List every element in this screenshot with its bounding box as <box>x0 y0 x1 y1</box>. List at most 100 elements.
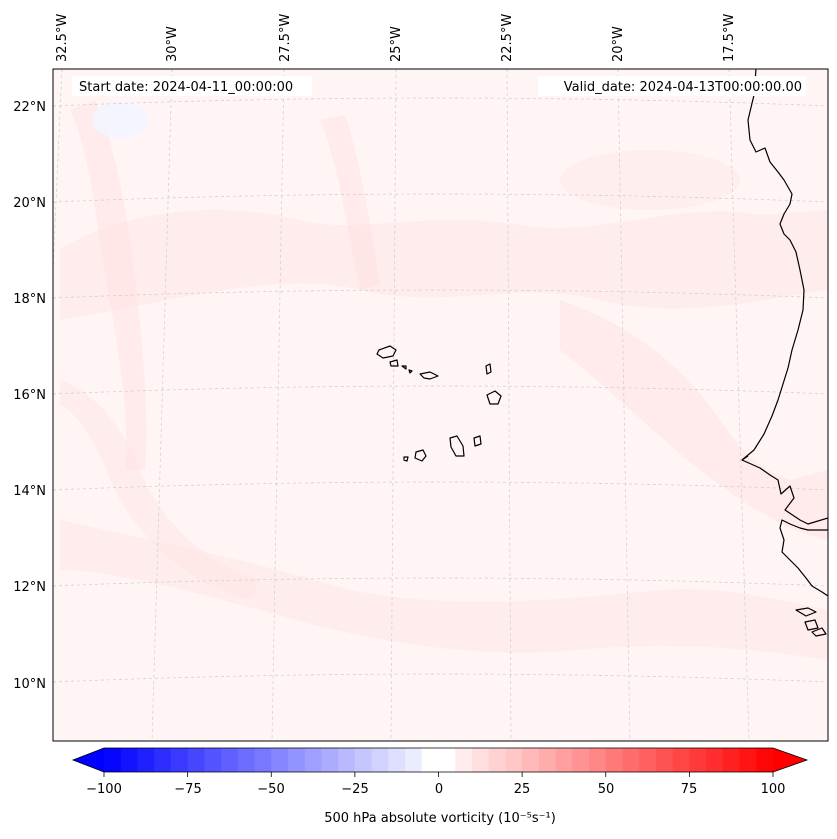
cape-verde-sao-nicolau <box>419 371 439 380</box>
cape-verde-sao-vicente <box>389 359 399 367</box>
lon-label-22-5w: 22.5°W <box>500 14 515 62</box>
colorbar-segment-19 <box>421 748 439 772</box>
cape-verde-santo-antao <box>376 345 397 359</box>
colorbar-segment-22 <box>471 748 490 772</box>
start-date-label: Start date: 2024-04-11_00:00:00 <box>79 80 293 95</box>
colorbar-segments <box>104 748 774 772</box>
tick-label-neg75: −75 <box>174 782 201 797</box>
lon-label-32-5w: 32.5°W <box>55 14 70 62</box>
gridline-lat-10n <box>53 673 828 683</box>
colorbar-segment-29 <box>589 748 607 772</box>
map-panel[interactable]: Start date: 2024-04-11_00:00:00 Valid_da… <box>32 68 829 742</box>
vorticity-band-east <box>560 300 828 540</box>
tick-label-50: 50 <box>598 782 615 797</box>
colorbar-segment-11 <box>287 748 306 772</box>
gridline-lon-20w <box>617 69 631 741</box>
colorbar-segment-6 <box>204 748 222 772</box>
lat-label-18n: 18°N <box>13 292 46 307</box>
colorbar-segment-5 <box>187 748 205 772</box>
colorbar-segment-30 <box>605 748 623 772</box>
gridline-lat-18n <box>53 289 828 299</box>
gridline-lon-17-5w <box>728 69 750 741</box>
colorbar-segment-39 <box>756 748 774 772</box>
bijagos-islands <box>795 607 827 637</box>
longitude-labels: 32.5°W 30°W 27.5°W 25°W 22.5°W 20°W 17.5… <box>55 14 737 62</box>
colorbar-segment-21 <box>455 748 473 772</box>
gridline-lon-27-5w <box>271 69 285 741</box>
colorbar-segment-15 <box>354 748 373 772</box>
cape-verde-santiago <box>449 435 465 457</box>
tick-label-neg25: −25 <box>341 782 368 797</box>
vorticity-band-north <box>60 210 828 320</box>
colorbar-segment-37 <box>722 748 741 772</box>
cape-verde-fogo <box>414 449 427 462</box>
colorbar-extend-max <box>773 748 807 772</box>
cape-verde-sal <box>485 363 492 375</box>
lat-label-22n: 22°N <box>13 100 46 115</box>
colorbar-segment-9 <box>254 748 272 772</box>
tick-label-neg50: −50 <box>257 782 284 797</box>
colorbar-title: 500 hPa absolute vorticity (10⁻⁵s⁻¹) <box>324 811 556 826</box>
colorbar-segment-14 <box>338 748 356 772</box>
gridline-lat-20n <box>53 193 828 203</box>
tick-label-25: 25 <box>514 782 531 797</box>
lat-label-10n: 10°N <box>13 677 46 692</box>
cape-verde-maio <box>473 435 482 447</box>
tick-label-75: 75 <box>681 782 698 797</box>
lat-label-16n: 16°N <box>13 388 46 403</box>
cape-verde-brava <box>403 456 409 462</box>
map-frame <box>52 68 829 742</box>
colorbar-segment-28 <box>572 748 590 772</box>
valid-date-label: Valid_date: 2024-04-13T00:00:00.00 <box>564 80 802 95</box>
lon-label-25w: 25°W <box>389 26 404 62</box>
vorticity-band-south <box>60 520 828 660</box>
gridline-lat-14n <box>53 481 828 491</box>
colorbar-segment-23 <box>488 748 506 772</box>
colorbar-segment-2 <box>137 748 155 772</box>
colorbar-segment-26 <box>538 748 557 772</box>
colorbar-segment-31 <box>622 748 640 772</box>
colorbar-segment-12 <box>304 748 322 772</box>
lon-label-17-5w: 17.5°W <box>722 14 737 62</box>
colorbar-segment-32 <box>639 748 657 772</box>
vorticity-field-patches <box>60 100 828 660</box>
colorbar-segment-0 <box>104 748 122 772</box>
colorbar-segment-24 <box>505 748 523 772</box>
tick-label-100: 100 <box>761 782 786 797</box>
vorticity-streak-central <box>320 115 380 290</box>
lat-label-14n: 14°N <box>13 484 46 499</box>
africa-coastline <box>741 69 828 597</box>
colorbar-segment-33 <box>655 748 674 772</box>
colorbar-segment-7 <box>221 748 239 772</box>
colorbar-segment-25 <box>522 748 540 772</box>
colorbar-segment-38 <box>739 748 757 772</box>
colorbar-segment-35 <box>689 748 707 772</box>
colorbar-ticks <box>103 772 774 777</box>
colorbar-segment-4 <box>170 748 189 772</box>
vorticity-streak-west <box>70 100 147 470</box>
colorbar-segment-3 <box>154 748 172 772</box>
gridline-lat-12n <box>53 577 828 587</box>
cape-verde-boa-vista <box>486 390 502 405</box>
negative-vorticity-patch <box>92 102 148 138</box>
colorbar-segment-17 <box>388 748 406 772</box>
lat-label-12n: 12°N <box>13 580 46 595</box>
gridlines <box>53 69 828 741</box>
colorbar-segment-13 <box>321 748 339 772</box>
colorbar-segment-1 <box>120 748 138 772</box>
tick-label-0: 0 <box>435 782 443 797</box>
gridline-lon-25w <box>390 69 397 741</box>
lat-label-20n: 20°N <box>13 196 46 211</box>
colorbar-segment-8 <box>237 748 256 772</box>
coastlines <box>376 69 828 637</box>
gridline-lat-16n <box>53 385 828 395</box>
colorbar-segment-10 <box>271 748 289 772</box>
lon-label-20w: 20°W <box>611 26 626 62</box>
vorticity-patch-southwest <box>60 380 260 600</box>
colorbar-segment-16 <box>371 748 389 772</box>
colorbar-segment-36 <box>706 748 724 772</box>
latitude-labels: 22°N 20°N 18°N 16°N 14°N 12°N 10°N <box>13 100 46 692</box>
lon-label-30w: 30°W <box>165 26 180 62</box>
gridline-lon-30w <box>151 69 173 741</box>
colorbar: −100 −75 −50 −25 0 25 50 75 100 500 hPa … <box>71 747 809 826</box>
